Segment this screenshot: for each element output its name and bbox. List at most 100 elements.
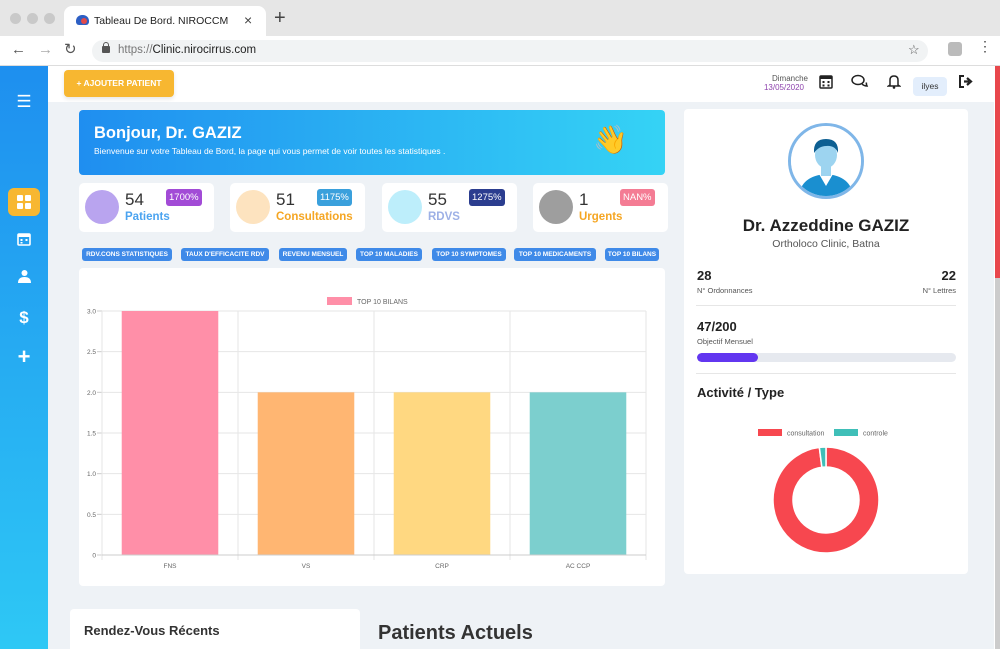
bookmark-star-icon[interactable]: ☆ bbox=[908, 42, 920, 57]
stat-card-rdvs[interactable]: 55 RDVS 1275% bbox=[382, 183, 517, 232]
x-tick-label: FNS bbox=[164, 563, 178, 570]
logout-icon[interactable] bbox=[958, 74, 974, 94]
stat-label: Urgents bbox=[579, 211, 623, 223]
x-tick-label: AC CCP bbox=[566, 563, 591, 570]
donut-slice-controle[interactable] bbox=[818, 446, 827, 469]
forward-icon[interactable]: → bbox=[38, 41, 53, 58]
chart-tab-5[interactable]: TOP 10 MEDICAMENTS bbox=[514, 248, 596, 261]
browser-tab[interactable]: Tableau De Bord. NIROCCM × bbox=[64, 6, 266, 36]
donut-legend-swatch bbox=[758, 429, 782, 436]
current-date: 13/05/2020 bbox=[763, 83, 804, 92]
close-icon[interactable]: × bbox=[244, 12, 253, 28]
legend-swatch bbox=[327, 297, 352, 305]
reload-icon[interactable]: ↻ bbox=[64, 41, 77, 58]
recent-appointments-title: Rendez-Vous Récents bbox=[84, 623, 220, 638]
stat-card-consultations[interactable]: 51 Consultations 1175% bbox=[230, 183, 365, 232]
url-text: https://Clinic.nirocirrus.com bbox=[118, 44, 257, 56]
browser-menu-icon[interactable]: ⋮ bbox=[978, 38, 992, 54]
y-tick-label: 0 bbox=[92, 553, 96, 560]
welcome-banner: Bonjour, Dr. GAZIZ Bienvenue sur votre T… bbox=[79, 110, 665, 175]
stat-eye-icon bbox=[236, 190, 270, 224]
topbar: + AJOUTER PATIENT Dimanche 13/05/2020 il… bbox=[48, 66, 994, 102]
objectif-value: 47/200 bbox=[697, 319, 737, 334]
stat-value: 55 bbox=[428, 190, 447, 209]
chart-card: TOP 10 BILANS 0 0.5 1.0 1.5 2.0 2.5 3.0 FNS VS CRP… bbox=[79, 268, 665, 586]
stat-ambulance-icon bbox=[539, 190, 573, 224]
stat-card-urgents[interactable]: 1 Urgents NAN% bbox=[533, 183, 668, 232]
new-tab-icon[interactable]: + bbox=[274, 7, 286, 29]
stat-label: Patients bbox=[125, 211, 170, 223]
favicon-icon bbox=[76, 15, 89, 25]
sidebar-item-add[interactable]: + bbox=[0, 343, 48, 371]
donut-slice-consultation[interactable] bbox=[772, 446, 880, 554]
lettres-label: N° Lettres bbox=[922, 286, 956, 295]
activity-title: Activité / Type bbox=[697, 385, 785, 400]
sidebar-item-finance[interactable]: $ bbox=[0, 304, 48, 332]
chart-tab-4[interactable]: TOP 10 SYMPTOMES bbox=[432, 248, 506, 261]
chart-tab-6[interactable]: TOP 10 BILANS bbox=[605, 248, 659, 261]
plus-icon: + bbox=[17, 344, 31, 369]
bar-ac-ccp[interactable] bbox=[529, 392, 627, 555]
x-tick-label: CRP bbox=[435, 563, 449, 570]
recent-appointments-card: Rendez-Vous Récents bbox=[70, 609, 360, 669]
stat-badge: 1175% bbox=[317, 189, 352, 206]
legend-label: TOP 10 BILANS bbox=[357, 299, 408, 306]
doctor-profile-card: Dr. Azzeddine GAZIZ Ortholoco Clinic, Ba… bbox=[684, 109, 968, 574]
objectif-progress bbox=[697, 353, 956, 362]
y-tick-label: 3.0 bbox=[87, 309, 96, 316]
window-maximize-dot[interactable] bbox=[44, 13, 55, 24]
current-patients-title: Patients Actuels bbox=[378, 622, 533, 644]
main-content: + AJOUTER PATIENT Dimanche 13/05/2020 il… bbox=[48, 66, 994, 669]
sidebar-item-patients[interactable] bbox=[0, 265, 48, 293]
extension-icon[interactable] bbox=[948, 42, 962, 56]
calendar-icon[interactable] bbox=[819, 74, 833, 94]
bar-crp[interactable] bbox=[393, 392, 491, 555]
sidebar: ☰ $ + bbox=[0, 66, 48, 649]
add-patient-button[interactable]: + AJOUTER PATIENT bbox=[64, 70, 174, 97]
window-minimize-dot[interactable] bbox=[27, 13, 38, 24]
lock-icon bbox=[102, 42, 110, 53]
sidebar-item-dashboard[interactable] bbox=[8, 188, 40, 216]
dollar-icon: $ bbox=[19, 308, 29, 327]
chart-tab-0[interactable]: RDV.CONS STATISTIQUES bbox=[82, 248, 172, 261]
chart-tab-2[interactable]: REVENU MENSUEL bbox=[279, 248, 347, 261]
sidebar-item-calendar[interactable] bbox=[0, 227, 48, 255]
y-tick-label: 2.0 bbox=[87, 390, 96, 397]
stat-value: 51 bbox=[276, 190, 295, 209]
chat-icon[interactable] bbox=[851, 74, 869, 94]
menu-icon[interactable]: ☰ bbox=[16, 92, 32, 111]
stat-card-patients[interactable]: 54 Patients 1700% bbox=[79, 183, 214, 232]
donut-legend-label: controle bbox=[863, 431, 888, 438]
address-bar[interactable]: https://Clinic.nirocirrus.com ☆ bbox=[92, 40, 928, 62]
stat-value: 54 bbox=[125, 190, 144, 209]
donut-legend-label: consultation bbox=[787, 431, 824, 438]
stat-calendar-icon bbox=[388, 190, 422, 224]
user-badge[interactable]: ilyes bbox=[913, 77, 947, 96]
bell-icon[interactable] bbox=[886, 74, 902, 94]
bar-vs[interactable] bbox=[257, 392, 355, 555]
chart-tab-3[interactable]: TOP 10 MALADIES bbox=[356, 248, 422, 261]
bar-fns[interactable] bbox=[121, 311, 219, 555]
browser-tabstrip: Tableau De Bord. NIROCCM × + bbox=[0, 0, 1000, 36]
doctor-avatar-icon bbox=[791, 126, 861, 196]
window-close-dot[interactable] bbox=[10, 13, 21, 24]
stat-label: RDVS bbox=[428, 211, 460, 223]
donut-legend-swatch bbox=[834, 429, 858, 436]
stat-badge: 1275% bbox=[469, 189, 505, 206]
back-icon[interactable]: ← bbox=[11, 41, 26, 58]
stat-badge: NAN% bbox=[620, 189, 655, 206]
chart-tab-1[interactable]: TAUX D'EFFICACITE RDV bbox=[181, 248, 269, 261]
y-tick-label: 0.5 bbox=[87, 512, 96, 519]
patient-icon bbox=[17, 270, 31, 283]
page-scrollbar[interactable] bbox=[995, 66, 1000, 649]
objectif-progress-fill bbox=[697, 353, 758, 362]
browser-toolbar: ← → ↻ https://Clinic.nirocirrus.com ☆ bbox=[0, 36, 1000, 66]
stat-label: Consultations bbox=[276, 211, 353, 223]
stat-patient-icon bbox=[85, 190, 119, 224]
bar-chart: TOP 10 BILANS 0 0.5 1.0 1.5 2.0 2.5 3.0 FNS VS CRP… bbox=[87, 297, 647, 570]
avatar bbox=[788, 123, 864, 199]
welcome-title: Bonjour, Dr. GAZIZ bbox=[94, 124, 242, 142]
activity-donut-chart: consultation controle bbox=[758, 429, 888, 554]
ordonnances-count: 28 bbox=[697, 268, 712, 283]
welcome-subtitle: Bienvenue sur votre Tableau de Bord, la … bbox=[94, 146, 446, 156]
